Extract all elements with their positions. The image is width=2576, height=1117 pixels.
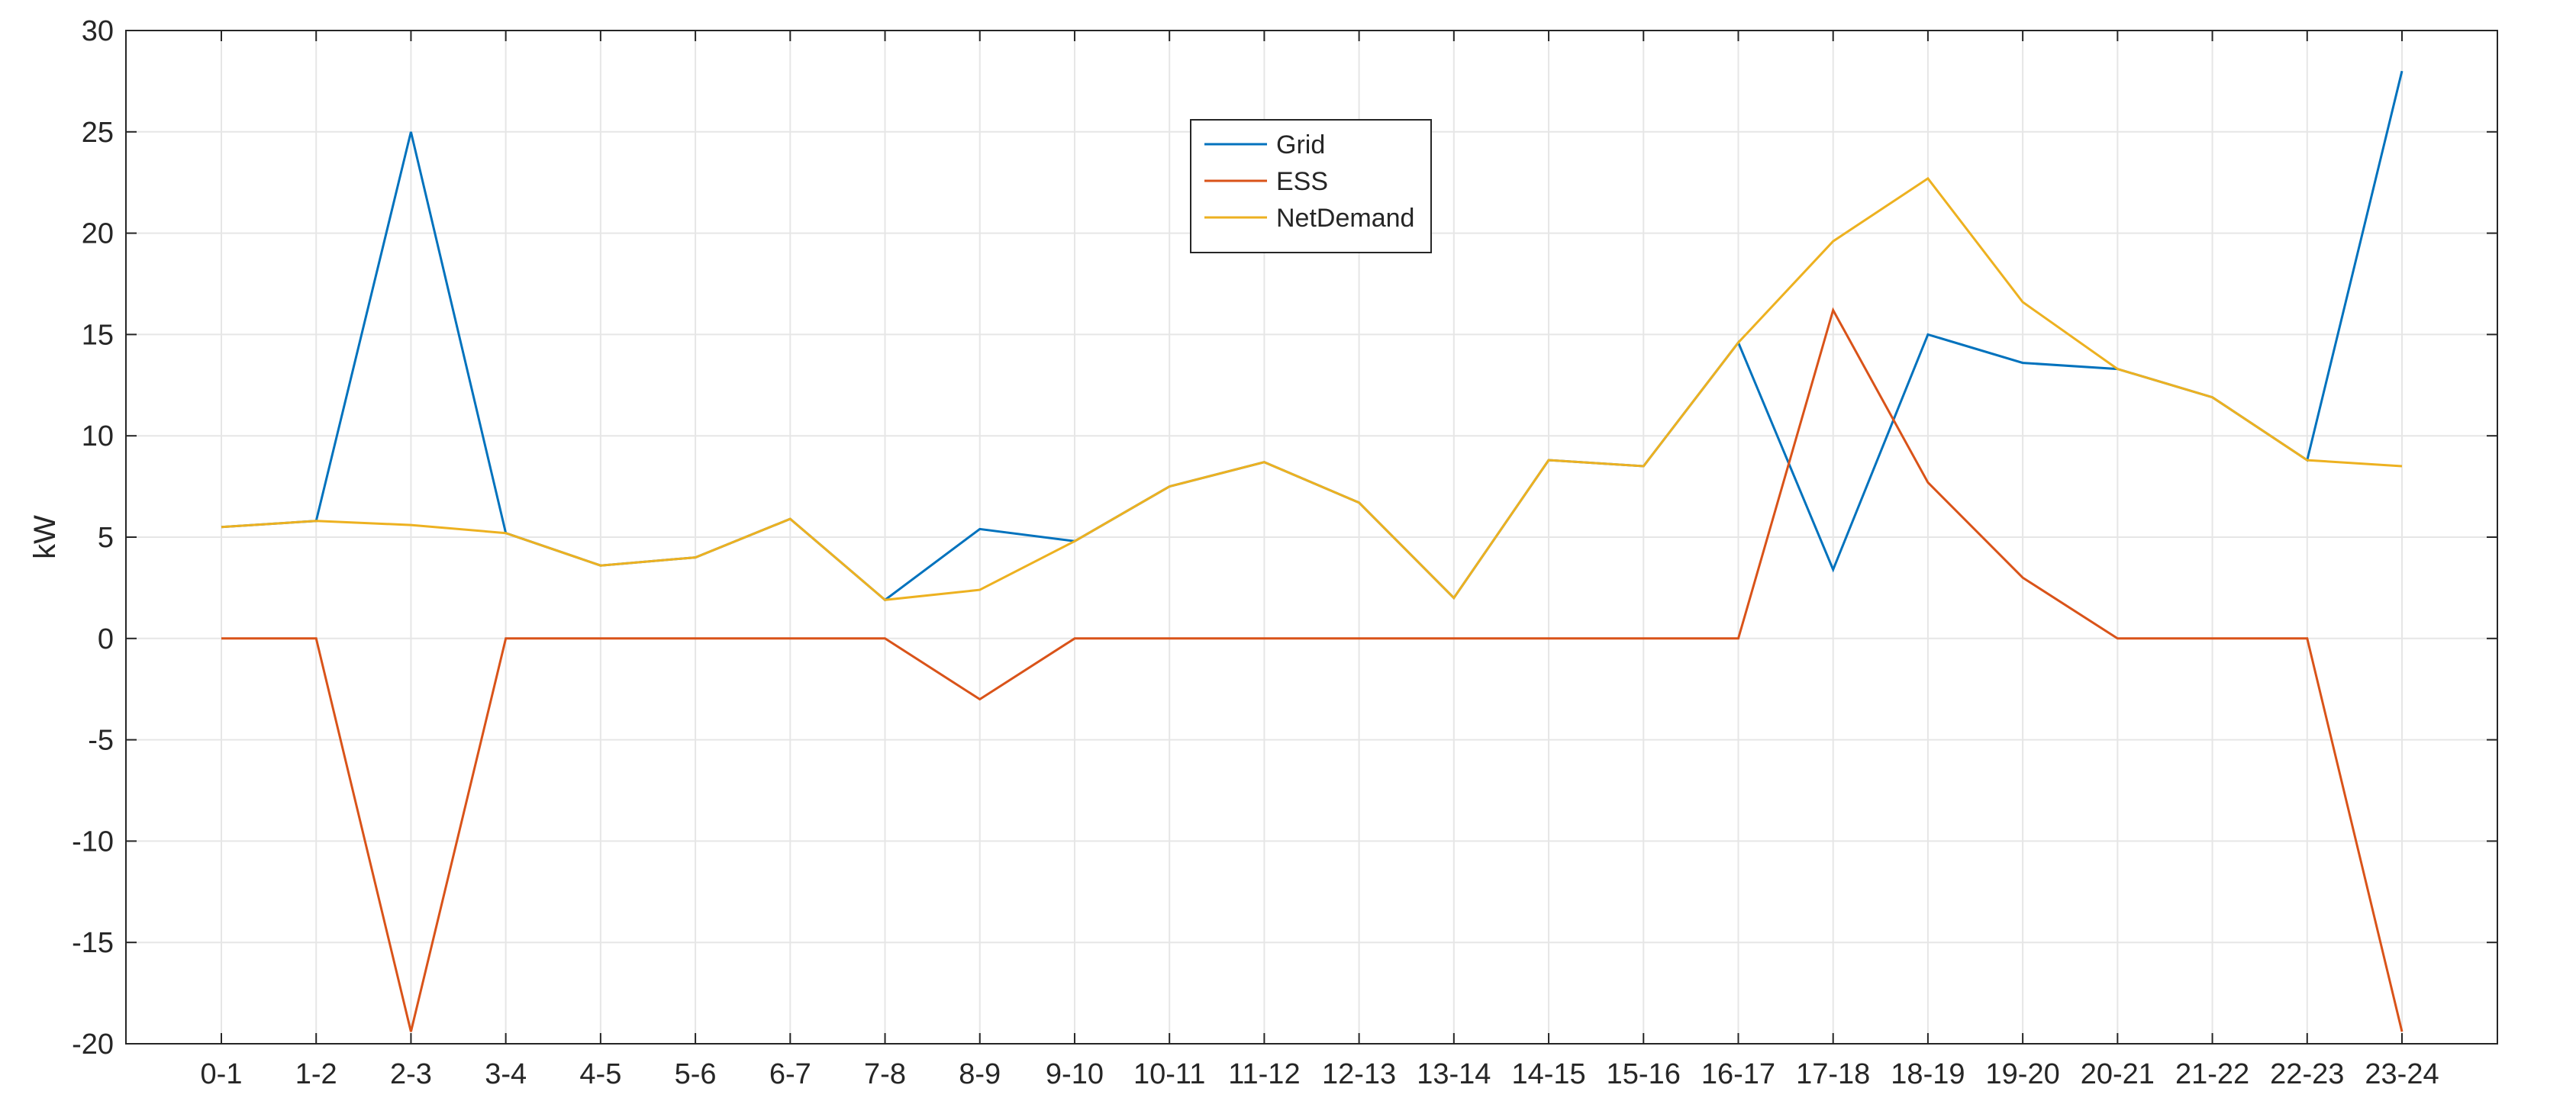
x-tick-label: 10-11	[1133, 1058, 1205, 1090]
x-tick-label: 17-18	[1796, 1058, 1870, 1090]
x-tick-label: 18-19	[1891, 1058, 1965, 1090]
plot-frame	[125, 30, 2498, 1045]
y-axis-label: kW	[28, 515, 62, 559]
x-tick-label: 16-17	[1701, 1058, 1775, 1090]
x-tick-label: 0-1	[201, 1058, 243, 1090]
y-tick-label: 0	[98, 623, 114, 655]
y-tick-label: 20	[82, 218, 114, 250]
y-tick-label: -15	[72, 927, 114, 959]
x-tick-label: 4-5	[579, 1058, 621, 1090]
axes	[125, 30, 2498, 1045]
legend-label: ESS	[1276, 167, 1328, 196]
x-tick-label: 1-2	[295, 1058, 337, 1090]
y-tick-label: 10	[82, 420, 114, 452]
y-tick-label: 15	[82, 319, 114, 351]
series-line-ess	[221, 307, 2404, 1032]
x-tick-label: 23-24	[2365, 1058, 2439, 1090]
x-tick-label: 20-21	[2081, 1058, 2155, 1090]
x-tick-label: 22-23	[2270, 1058, 2344, 1090]
legend-label: Grid	[1276, 130, 1325, 159]
x-tick-label: 8-9	[959, 1058, 1001, 1090]
legend-box	[1190, 119, 1432, 253]
y-tick-label: -5	[88, 725, 114, 757]
tick-labels: 0-1 1-2 2-3 3-4 4-5 5-6 6-7 7-8 8-9 9-10 10-11 11-1…	[72, 15, 2439, 1090]
x-tick-label: 21-22	[2175, 1058, 2249, 1090]
y-tick-label: 5	[98, 522, 114, 554]
y-tick-label: 30	[82, 15, 114, 47]
x-tick-label: 13-14	[1417, 1058, 1491, 1090]
series-line-netdemand	[221, 176, 2403, 601]
x-tick-label: 7-8	[864, 1058, 906, 1090]
x-tick-label: 12-13	[1322, 1058, 1396, 1090]
legend-label: NetDemand	[1276, 204, 1414, 233]
x-tick-label: 2-3	[390, 1058, 432, 1090]
series-lines	[221, 70, 2404, 1032]
x-tick-label: 3-4	[485, 1058, 527, 1090]
x-tick-label: 19-20	[1986, 1058, 2060, 1090]
x-tick-label: 9-10	[1046, 1058, 1104, 1090]
x-tick-label: 6-7	[769, 1058, 811, 1090]
x-tick-label: 15-16	[1607, 1058, 1681, 1090]
y-tick-label: 25	[82, 117, 114, 149]
y-tick-label: -20	[72, 1028, 114, 1061]
x-tick-label: 14-15	[1511, 1058, 1585, 1090]
x-tick-label: 5-6	[675, 1058, 717, 1090]
x-tick-label: 11-12	[1228, 1058, 1300, 1090]
legend: Grid ESS NetDemand	[1190, 119, 1432, 253]
y-tick-label: -10	[72, 826, 114, 858]
